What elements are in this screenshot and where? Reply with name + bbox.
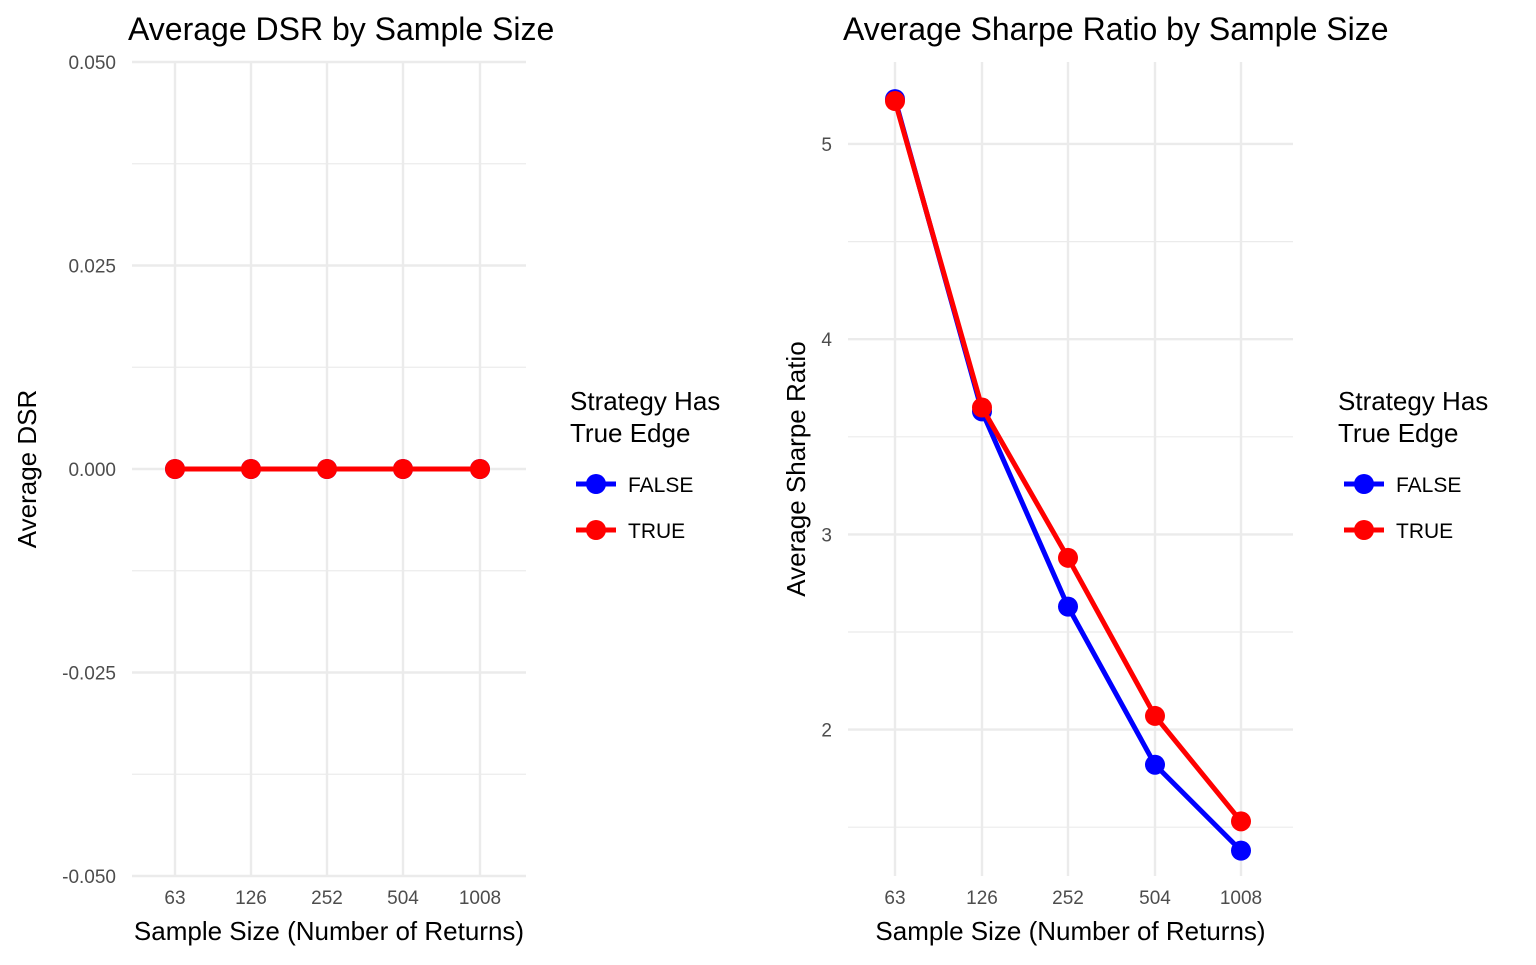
x-tick-label: 63: [164, 888, 185, 909]
y-tick-label: 3: [821, 525, 832, 546]
y-axis-title: Average Sharpe Ratio: [781, 341, 811, 596]
chart-panel-1: 0.050 0.025 0.000 -0.025 -0.050 63 126 252 504 10…: [12, 11, 720, 946]
data-point-false: [1058, 596, 1078, 617]
data-point-true: [317, 459, 337, 479]
data-point-true: [1058, 547, 1078, 568]
x-tick-label: 126: [966, 888, 998, 909]
data-point-true: [1145, 705, 1165, 726]
legend-label: TRUE: [1396, 520, 1453, 543]
x-tick-label: 504: [387, 888, 419, 909]
legend-key-point: [586, 520, 606, 540]
chart-title: Average Sharpe Ratio by Sample Size: [843, 11, 1389, 47]
y-tick-label: 0.050: [68, 53, 116, 74]
legend-title-line-1: Strategy Has: [1338, 386, 1488, 416]
y-tick-label: 2: [821, 721, 832, 742]
x-tick-label: 252: [311, 888, 343, 909]
y-tick-label: 0.000: [68, 460, 116, 481]
legend-label: TRUE: [628, 520, 685, 543]
chart-title: Average DSR by Sample Size: [128, 11, 554, 47]
data-point-true: [885, 91, 905, 112]
x-axis-title: Sample Size (Number of Returns): [875, 916, 1265, 946]
y-tick-label: 4: [821, 330, 832, 351]
legend-key-point: [1354, 474, 1374, 494]
data-point-true: [470, 459, 490, 479]
x-tick-label: 1008: [459, 888, 501, 909]
x-tick-label: 1008: [1220, 888, 1262, 909]
y-axis-title: Average DSR: [12, 390, 42, 549]
data-point-true: [972, 397, 992, 418]
y-tick-label: -0.050: [62, 867, 116, 888]
x-tick-label: 252: [1052, 888, 1084, 909]
x-tick-label: 63: [884, 888, 905, 909]
y-tick-label: 5: [821, 135, 832, 156]
x-tick-label: 504: [1139, 888, 1171, 909]
legend-key-point: [1354, 520, 1374, 540]
legend-label: FALSE: [1396, 474, 1461, 497]
data-point-true: [1231, 811, 1251, 832]
data-point-true: [241, 459, 261, 479]
data-point-true: [393, 459, 413, 479]
legend-title-line-1: Strategy Has: [570, 386, 720, 416]
y-tick-label: 0.025: [68, 257, 116, 278]
y-tick-label: -0.025: [62, 664, 116, 685]
chart-panel-2: 5 4 3 2 63 126 252 504 1008 Average Sharpe Ratio …: [781, 11, 1488, 946]
x-tick-label: 126: [235, 888, 267, 909]
legend-key-point: [586, 474, 606, 494]
data-point-true: [165, 459, 185, 479]
legend-label: FALSE: [628, 474, 693, 497]
x-axis-title: Sample Size (Number of Returns): [134, 916, 524, 946]
legend-title-line-2: True Edge: [1338, 418, 1458, 448]
data-point-false: [1145, 754, 1165, 775]
data-point-false: [1231, 840, 1251, 861]
legend-title-line-2: True Edge: [570, 418, 690, 448]
